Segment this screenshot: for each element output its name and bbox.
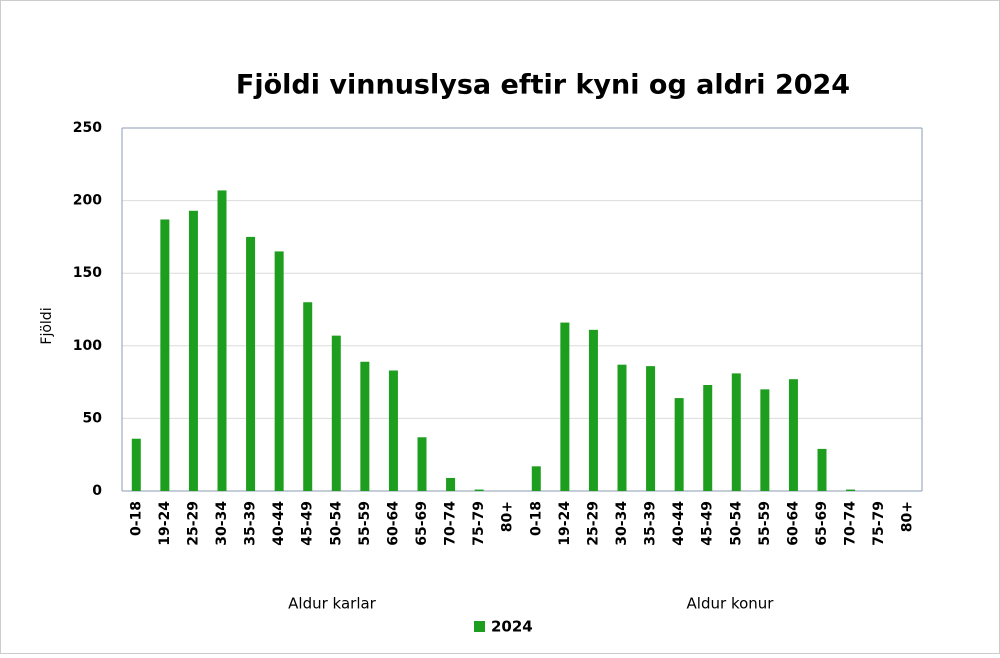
y-tick-label: 100 xyxy=(73,338,102,354)
x-tick-label: 35-39 xyxy=(643,501,659,546)
legend-swatch xyxy=(474,621,485,632)
y-tick-label: 50 xyxy=(83,410,103,426)
bar xyxy=(246,236,256,491)
x-tick-label: 70-74 xyxy=(843,501,859,546)
bar xyxy=(531,466,541,491)
chart-title: Fjöldi vinnuslysa eftir kyni og aldri 20… xyxy=(236,70,850,101)
x-tick-label: 35-39 xyxy=(243,501,259,546)
bar xyxy=(703,385,713,491)
x-tick-label: 19-24 xyxy=(557,501,573,546)
x-tick-label: 40-44 xyxy=(671,501,687,546)
x-tick-label: 0-18 xyxy=(128,501,144,536)
x-tick-label: 19-24 xyxy=(157,501,173,546)
bar xyxy=(588,329,598,491)
bar xyxy=(331,335,341,491)
x-tick-label: 50-54 xyxy=(328,501,344,546)
y-axis-label: Fjöldi xyxy=(39,307,55,344)
y-tick-label: 0 xyxy=(92,483,102,499)
x-tick-label: 55-59 xyxy=(757,501,773,546)
x-tick-label: 75-79 xyxy=(871,501,887,546)
x-tick-label: 30-34 xyxy=(214,501,230,546)
x-tick-label: 55-59 xyxy=(357,501,373,546)
bar xyxy=(617,364,627,491)
x-tick-label: 45-49 xyxy=(300,501,316,546)
group-label: Aldur konur xyxy=(687,595,775,613)
group-label: Aldur karlar xyxy=(288,595,377,613)
x-tick-label: 30-34 xyxy=(614,501,630,546)
bar xyxy=(788,379,798,491)
x-tick-label: 40-44 xyxy=(271,501,287,546)
bar xyxy=(760,389,770,491)
bar xyxy=(360,361,370,491)
y-tick-label: 200 xyxy=(73,193,102,209)
bar xyxy=(446,477,456,491)
bar xyxy=(388,370,398,491)
x-tick-label: 0-18 xyxy=(528,501,544,536)
bar xyxy=(560,322,570,491)
bar xyxy=(731,373,741,491)
y-tick-label: 150 xyxy=(73,265,102,281)
x-tick-label: 45-49 xyxy=(700,501,716,546)
bar xyxy=(417,437,427,491)
y-tick-label: 250 xyxy=(73,120,102,136)
bar xyxy=(674,398,684,491)
bar xyxy=(131,438,141,491)
x-tick-label: 80+ xyxy=(500,501,516,532)
bar xyxy=(160,219,170,491)
bar xyxy=(646,366,656,491)
x-tick-label: 70-74 xyxy=(443,501,459,546)
bar xyxy=(474,489,484,491)
x-tick-label: 60-64 xyxy=(785,501,801,546)
x-tick-label: 60-64 xyxy=(385,501,401,546)
bar xyxy=(188,210,198,491)
x-tick-label: 65-69 xyxy=(414,501,430,546)
bar xyxy=(846,489,856,491)
x-tick-label: 75-79 xyxy=(471,501,487,546)
x-tick-label: 25-29 xyxy=(585,501,601,546)
bar xyxy=(817,448,827,491)
x-tick-label: 50-54 xyxy=(728,501,744,546)
bar xyxy=(274,251,284,491)
bar xyxy=(217,190,227,491)
x-tick-label: 65-69 xyxy=(814,501,830,546)
x-tick-label: 25-29 xyxy=(185,501,201,546)
x-tick-label: 80+ xyxy=(900,501,916,532)
bar xyxy=(303,302,313,491)
legend-label: 2024 xyxy=(491,618,533,636)
